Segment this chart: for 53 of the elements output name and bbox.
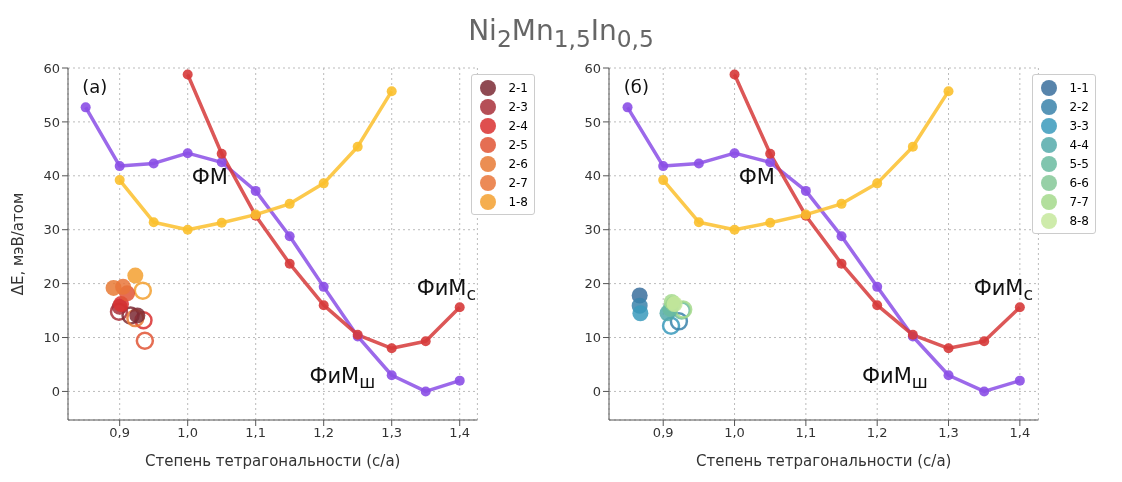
legend-label: 2-4 — [508, 118, 528, 133]
legend-label: 2-1 — [508, 80, 528, 95]
legend-label: 1-1 — [1069, 80, 1089, 95]
legend-label: 8-8 — [1069, 213, 1089, 228]
y-tick-label: 30 — [43, 222, 60, 238]
x-tick-label: 1,3 — [938, 425, 959, 441]
y-tick-label: 10 — [584, 330, 601, 346]
x-tick-label: 1,1 — [795, 425, 817, 441]
legend-label: 5-5 — [1069, 156, 1089, 171]
x-tick-label: 1,2 — [866, 425, 888, 441]
x-tick-label: 1,0 — [724, 425, 745, 441]
x-tick-label: 1,4 — [1009, 425, 1031, 441]
y-tick-label: 60 — [584, 60, 601, 76]
y-tick-label: 0 — [592, 384, 601, 400]
legend-label: 2-3 — [508, 99, 528, 114]
annotation: ФиМ$_{с}$ — [973, 275, 1034, 304]
x-tick-label: 1,1 — [245, 425, 267, 441]
y-tick-label: 40 — [43, 168, 60, 184]
legend-label: 2-5 — [508, 137, 528, 152]
text: Ni$_{2}$Mn$_{1,5}$In$_{0,5}$ — [467, 13, 655, 55]
y-tick-label: 20 — [43, 276, 60, 292]
annotation: ФиМ$_{ш}$ — [309, 363, 376, 392]
annotation: ФМ — [191, 165, 228, 190]
x-axis-title: Степень тетрагональности (c/a) — [695, 452, 952, 470]
x-axis-title: Степень тетрагональности (c/a) — [144, 452, 401, 470]
y-tick-label: 10 — [43, 330, 60, 346]
x-tick-label: 0,9 — [109, 425, 131, 441]
legend-label: 2-6 — [508, 156, 528, 171]
legend-label: 6-6 — [1069, 175, 1089, 190]
annotation: ФМ — [738, 165, 775, 190]
y-tick-label: 40 — [584, 168, 601, 184]
x-tick-label: 0,9 — [652, 425, 674, 441]
legend-label: 7-7 — [1069, 194, 1089, 209]
y-tick-label: 20 — [584, 276, 601, 292]
y-axis-title: ΔE, мэВ/атом — [9, 192, 28, 296]
x-tick-label: 1,3 — [381, 425, 403, 441]
legend-label: 2-2 — [1069, 99, 1089, 114]
y-tick-label: 50 — [43, 114, 60, 130]
x-tick-label: 1,4 — [449, 425, 471, 441]
legend-label: 2-7 — [508, 175, 528, 190]
legend-label: 4-4 — [1069, 137, 1089, 152]
annotation: (a) — [82, 75, 108, 97]
x-tick-label: 1,0 — [177, 425, 199, 441]
x-tick-label: 1,2 — [313, 425, 335, 441]
y-tick-label: 50 — [584, 114, 601, 130]
y-tick-label: 0 — [51, 384, 60, 400]
annotation: ФиМ$_{ш}$ — [862, 363, 928, 392]
y-tick-label: 30 — [584, 222, 601, 238]
legend-label: 1-8 — [508, 194, 528, 209]
y-tick-label: 60 — [43, 60, 60, 76]
legend-label: 3-3 — [1069, 118, 1089, 133]
annotation: ФиМ$_{с}$ — [416, 275, 477, 304]
annotation: (б) — [623, 75, 649, 97]
